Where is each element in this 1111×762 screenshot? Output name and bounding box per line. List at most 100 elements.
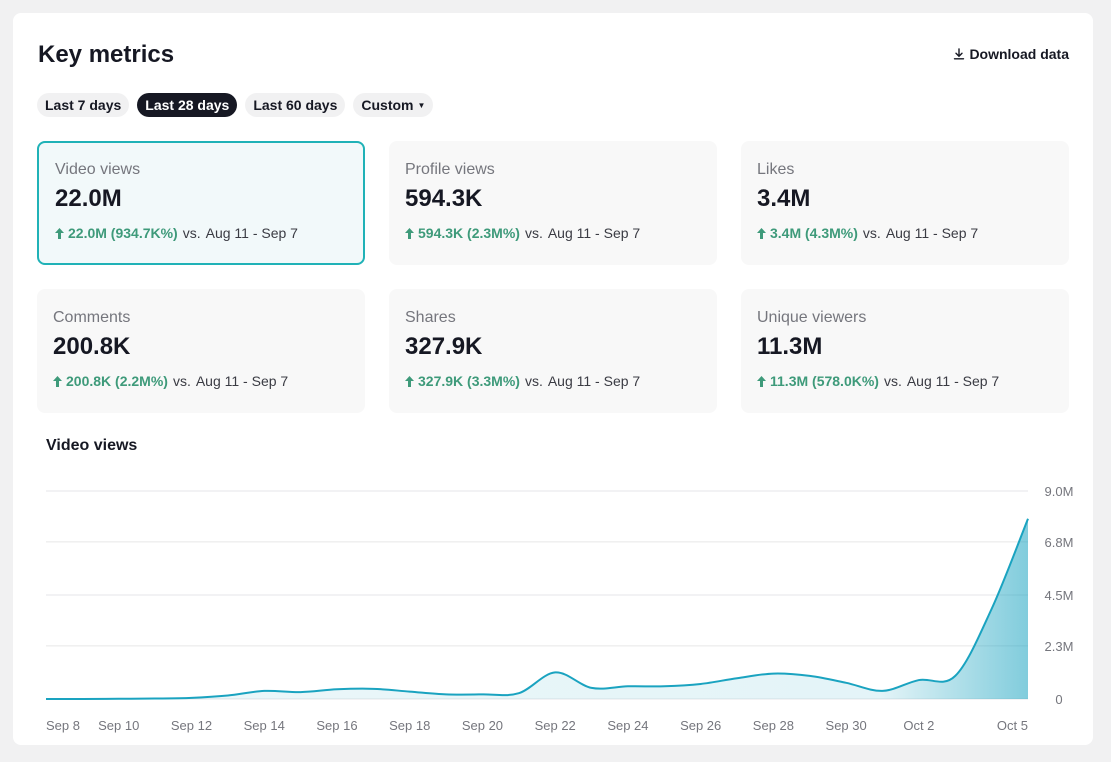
metric-change: 3.4M (4.3M%) vs. Aug 11 - Sep 7 <box>757 225 1053 241</box>
range-custom-dropdown[interactable]: Custom ▼ <box>353 93 434 117</box>
x-tick-label: Sep 26 <box>680 718 721 733</box>
metric-card-profile-views[interactable]: Profile views 594.3K 594.3K (2.3M%) vs. … <box>389 141 717 265</box>
metric-period: Aug 11 - Sep 7 <box>906 373 1000 389</box>
data-point[interactable] <box>79 696 85 702</box>
metric-card-shares[interactable]: Shares 327.9K 327.9K (3.3M%) vs. Aug 11 … <box>389 289 717 413</box>
metric-delta: 594.3K (2.3M%) <box>405 225 520 241</box>
metric-delta-text: 200.8K (2.2M%) <box>66 373 168 389</box>
y-tick-label: 4.5M <box>1045 588 1074 603</box>
data-point[interactable] <box>989 606 995 612</box>
x-tick-label: Sep 14 <box>244 718 285 733</box>
x-tick-label: Sep 20 <box>462 718 503 733</box>
metric-value: 3.4M <box>757 185 811 212</box>
metric-value: 327.9K <box>405 333 483 360</box>
y-tick-label: 9.0M <box>1045 484 1074 499</box>
metric-delta-text: 22.0M (934.7K%) <box>68 225 178 241</box>
x-tick-label: Sep 16 <box>316 718 357 733</box>
metric-card-video-views[interactable]: Video views 22.0M 22.0M (934.7K%) vs. Au… <box>37 141 365 265</box>
y-tick-label: 0 <box>1055 692 1062 707</box>
data-point[interactable] <box>1025 516 1031 522</box>
metric-card-likes[interactable]: Likes 3.4M 3.4M (4.3M%) vs. Aug 11 - Sep… <box>741 141 1069 265</box>
x-tick-label: Sep 10 <box>98 718 139 733</box>
arrow-up-icon <box>405 375 414 387</box>
range-label: Custom <box>361 97 414 113</box>
metric-delta: 327.9K (3.3M%) <box>405 373 520 389</box>
metric-period: Aug 11 - Sep 7 <box>885 225 979 241</box>
metric-label: Comments <box>53 309 131 326</box>
views-line <box>45 518 1029 700</box>
metric-label: Shares <box>405 309 456 326</box>
arrow-up-icon <box>405 227 414 239</box>
data-point[interactable] <box>152 696 158 702</box>
y-tick-label: 6.8M <box>1045 535 1074 550</box>
metric-delta: 22.0M (934.7K%) <box>55 225 178 241</box>
metric-vs: vs. <box>524 373 543 389</box>
range-last-28-days[interactable]: Last 28 days <box>137 93 238 117</box>
data-point[interactable] <box>298 689 304 695</box>
metric-period: Aug 11 - Sep 7 <box>547 373 641 389</box>
data-point[interactable] <box>952 673 958 679</box>
metric-card-unique-viewers[interactable]: Unique viewers 11.3M 11.3M (578.0K%) vs.… <box>741 289 1069 413</box>
data-point[interactable] <box>261 688 267 694</box>
data-point[interactable] <box>661 683 667 689</box>
x-tick-label: Oct 2 <box>903 718 934 733</box>
metric-value: 22.0M <box>55 185 122 212</box>
metric-change: 327.9K (3.3M%) vs. Aug 11 - Sep 7 <box>405 373 701 389</box>
data-point[interactable] <box>552 669 558 675</box>
download-icon <box>954 48 965 60</box>
metric-value: 11.3M <box>757 333 823 360</box>
metric-change: 22.0M (934.7K%) vs. Aug 11 - Sep 7 <box>55 225 347 241</box>
metric-change: 200.8K (2.2M%) vs. Aug 11 - Sep 7 <box>53 373 349 389</box>
metric-delta: 3.4M (4.3M%) <box>757 225 858 241</box>
data-point[interactable] <box>734 675 740 681</box>
data-point[interactable] <box>843 680 849 686</box>
data-point[interactable] <box>407 689 413 695</box>
metric-vs: vs. <box>862 225 881 241</box>
data-point[interactable] <box>698 681 704 687</box>
chart-title: Video views <box>46 437 138 454</box>
x-tick-label: Sep 28 <box>753 718 794 733</box>
data-point[interactable] <box>43 696 49 702</box>
download-data-button[interactable]: Download data <box>953 46 1069 62</box>
caret-down-icon: ▼ <box>417 100 426 110</box>
data-point[interactable] <box>770 671 776 677</box>
data-point[interactable] <box>370 686 376 692</box>
data-point[interactable] <box>807 673 813 679</box>
page-title: Key metrics <box>38 41 175 68</box>
metric-change: 594.3K (2.3M%) vs. Aug 11 - Sep 7 <box>405 225 701 241</box>
metric-delta-text: 11.3M (578.0K%) <box>770 373 879 389</box>
arrow-up-icon <box>757 375 766 387</box>
x-tick-label: Sep 18 <box>389 718 430 733</box>
data-point[interactable] <box>479 691 485 697</box>
data-point[interactable] <box>880 688 886 694</box>
metric-vs: vs. <box>524 225 543 241</box>
arrow-up-icon <box>757 227 766 239</box>
metric-period: Aug 11 - Sep 7 <box>205 225 298 241</box>
metric-delta-text: 327.9K (3.3M%) <box>418 373 520 389</box>
x-tick-label: Sep 12 <box>171 718 212 733</box>
metric-delta-text: 3.4M (4.3M%) <box>770 225 858 241</box>
data-point[interactable] <box>443 691 449 697</box>
metric-vs: vs. <box>172 373 191 389</box>
metric-delta: 11.3M (578.0K%) <box>757 373 879 389</box>
metric-delta: 200.8K (2.2M%) <box>53 373 168 389</box>
data-point[interactable] <box>334 686 340 692</box>
metric-label: Likes <box>757 161 795 178</box>
data-point[interactable] <box>225 693 231 699</box>
range-label: Last 60 days <box>253 97 338 113</box>
metric-label: Profile views <box>405 161 495 178</box>
metric-card-comments[interactable]: Comments 200.8K 200.8K (2.2M%) vs. Aug 1… <box>37 289 365 413</box>
metric-label: Unique viewers <box>757 309 867 326</box>
data-point[interactable] <box>625 683 631 689</box>
data-point[interactable] <box>188 695 194 701</box>
metric-period: Aug 11 - Sep 7 <box>195 373 289 389</box>
video-views-chart: Sep 8 Sep 10 Sep 12 Sep 14 Sep 16 Sep 18 Sep 2… <box>43 484 1074 733</box>
data-point[interactable] <box>589 685 595 691</box>
data-point[interactable] <box>116 696 122 702</box>
data-point[interactable] <box>916 677 922 683</box>
metric-change: 11.3M (578.0K%) vs. Aug 11 - Sep 7 <box>757 373 1053 389</box>
range-last-7-days[interactable]: Last 7 days <box>37 93 130 117</box>
data-point[interactable] <box>516 690 522 696</box>
metric-value: 200.8K <box>53 333 131 360</box>
range-last-60-days[interactable]: Last 60 days <box>245 93 346 117</box>
